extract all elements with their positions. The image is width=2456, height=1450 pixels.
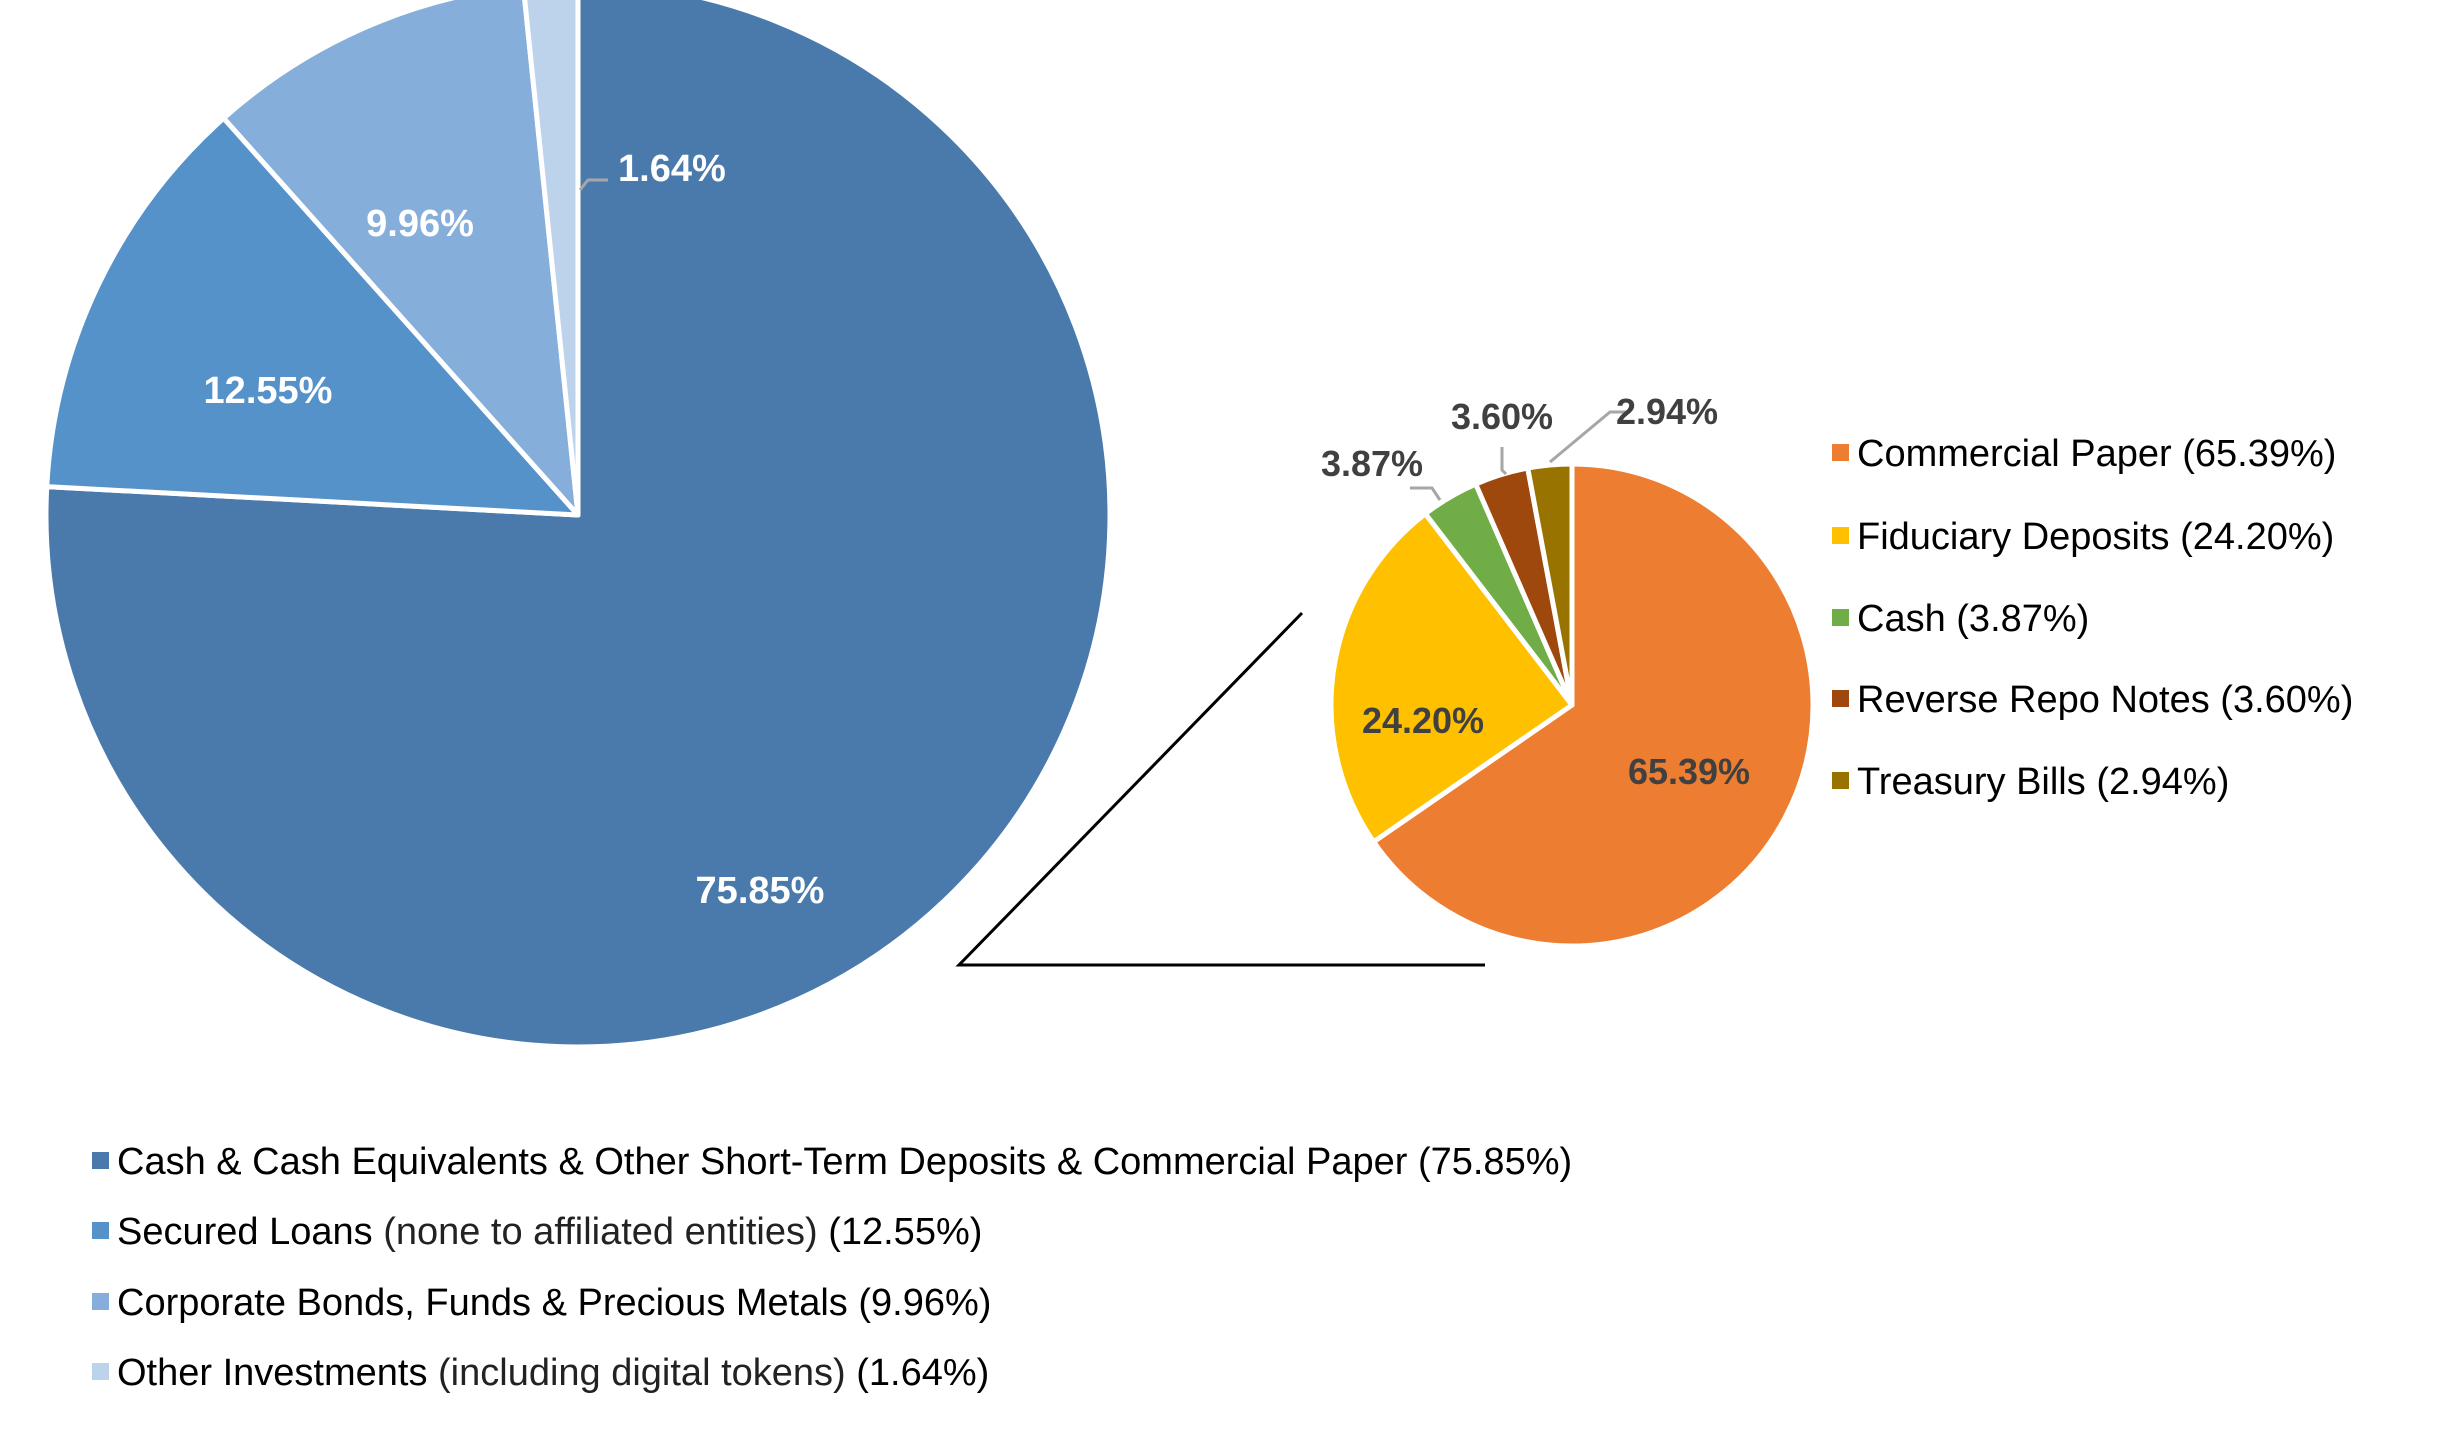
main-pie-slice-3	[522, 0, 581, 518]
leader-line-3.60	[1500, 447, 1508, 476]
leader-line-2.94	[1549, 410, 1626, 464]
breakdown-legend-swatch-4	[1832, 772, 1849, 789]
breakdown-legend: Commercial Paper (65.39%) Fiduciary Depos…	[1832, 433, 2353, 803]
breakdown-pie-data-labels: 65.39% 24.20% 3.87% 3.60% 2.94%	[1321, 391, 1750, 792]
data-label-3.87: 3.87%	[1321, 443, 1423, 484]
main-legend-item-3: Other Investments (including digital tok…	[117, 1352, 989, 1394]
breakdown-legend-swatch-3	[1832, 690, 1849, 707]
main-pie-slice-0	[43, 0, 1113, 1050]
main-pie	[43, 0, 1113, 1050]
breakdown-legend-swatch-1	[1832, 527, 1849, 544]
main-legend-swatch-1	[92, 1222, 109, 1239]
data-label-65.39: 65.39%	[1628, 751, 1750, 792]
data-label-12.55: 12.55%	[204, 370, 333, 412]
main-legend: Cash & Cash Equivalents & Other Short-Te…	[92, 1141, 1572, 1394]
main-legend-item-1: Secured Loans (none to affiliated entiti…	[117, 1211, 982, 1253]
leader-line-1.64	[578, 178, 608, 191]
data-label-9.96: 9.96%	[366, 203, 474, 245]
data-label-24.20: 24.20%	[1362, 700, 1484, 741]
breakdown-legend-item-4: Treasury Bills (2.94%)	[1857, 761, 2229, 803]
main-legend-swatch-2	[92, 1293, 109, 1310]
data-label-75.85: 75.85%	[696, 870, 825, 912]
main-legend-item-2: Corporate Bonds, Funds & Precious Metals…	[117, 1282, 991, 1324]
data-label-3.60: 3.60%	[1451, 396, 1553, 437]
breakdown-pie-slice-1	[1328, 511, 1575, 845]
data-label-2.94: 2.94%	[1616, 391, 1718, 432]
zoom-connector-line	[955, 611, 1485, 967]
leader-line-3.87	[1410, 486, 1442, 501]
breakdown-legend-item-1: Fiduciary Deposits (24.20%)	[1857, 516, 2334, 558]
main-pie-data-labels: 75.85% 12.55% 9.96% 1.64%	[204, 148, 825, 912]
breakdown-pie-slice-4	[1525, 461, 1575, 708]
main-legend-swatch-3	[92, 1363, 109, 1380]
breakdown-legend-swatch-2	[1832, 609, 1849, 626]
main-pie-slice-1	[44, 115, 581, 518]
breakdown-legend-swatch-0	[1832, 444, 1849, 461]
main-legend-item-0: Cash & Cash Equivalents & Other Short-Te…	[117, 1141, 1572, 1183]
breakdown-pie-slice-0	[1371, 461, 1816, 949]
data-label-1.64: 1.64%	[618, 148, 726, 190]
breakdown-legend-item-0: Commercial Paper (65.39%)	[1857, 433, 2336, 475]
leader-lines	[578, 178, 1626, 501]
main-pie-slice-2	[221, 0, 581, 518]
main-legend-swatch-0	[92, 1152, 109, 1169]
breakdown-pie	[1328, 461, 1816, 949]
breakdown-legend-item-2: Cash (3.87%)	[1857, 598, 2089, 640]
breakdown-legend-item-3: Reverse Repo Notes (3.60%)	[1857, 679, 2353, 721]
